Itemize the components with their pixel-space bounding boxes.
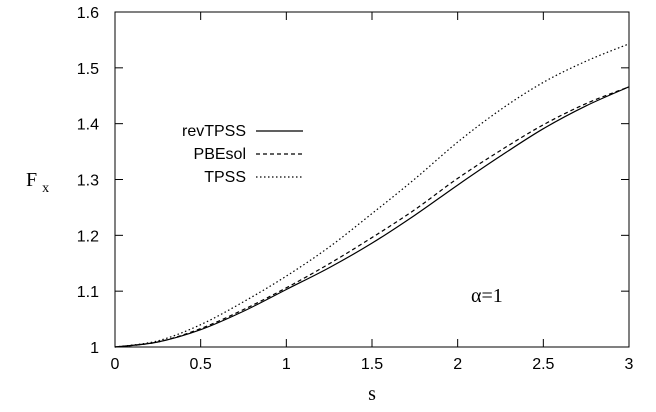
y-tick-label: 1.2 <box>77 228 99 245</box>
series-lines <box>114 43 630 348</box>
plot-frame <box>114 11 630 348</box>
legend-label-pbesol: PBEsol <box>194 146 246 163</box>
legend: revTPSS PBEsol TPSS <box>182 123 303 186</box>
y-tick-label: 1.6 <box>77 5 99 22</box>
series-line-tpss <box>114 43 630 348</box>
tick-labels: 0 0.5 1 1.5 2 2.5 3 1 1.1 1.2 1.3 1.4 1.5 1.6 <box>77 5 634 373</box>
x-tick-label: 2 <box>453 356 462 373</box>
legend-label-revtpss: revTPSS <box>182 123 246 140</box>
series-line-pbesol <box>114 86 630 348</box>
y-axis-title-main: F <box>26 169 37 191</box>
y-axis-title: F x <box>26 169 49 196</box>
y-tick-label: 1.5 <box>77 61 99 78</box>
y-tick-label: 1.3 <box>77 173 99 190</box>
x-axis-title: s <box>368 383 376 405</box>
alpha-annotation: α=1 <box>471 285 503 307</box>
x-tick-label: 0 <box>111 356 120 373</box>
y-tick-label: 1.1 <box>77 284 99 301</box>
x-tick-label: 0.5 <box>190 356 212 373</box>
x-tick-label: 1.5 <box>361 356 383 373</box>
y-tick-label: 1.4 <box>77 117 99 134</box>
x-tick-label: 3 <box>625 356 634 373</box>
ticks <box>114 11 630 348</box>
x-tick-label: 2.5 <box>532 356 554 373</box>
x-tick-label: 1 <box>282 356 291 373</box>
series-line-revtpss <box>114 86 630 348</box>
y-axis-title-sub: x <box>42 181 49 196</box>
legend-label-tpss: TPSS <box>204 169 246 186</box>
y-tick-label: 1 <box>90 340 99 357</box>
